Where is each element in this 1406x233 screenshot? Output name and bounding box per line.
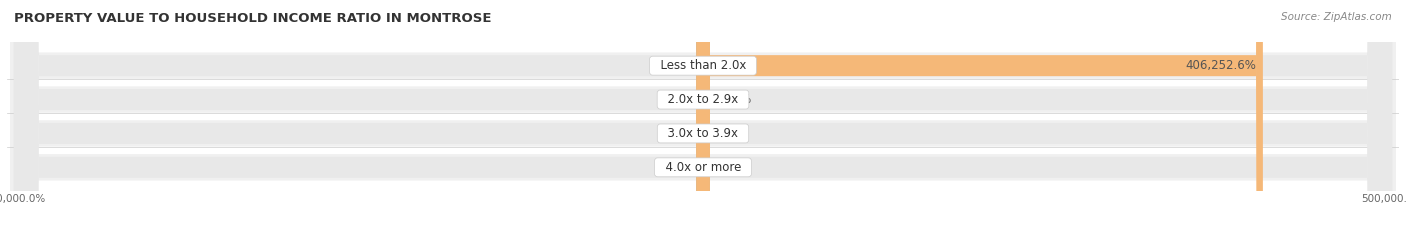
Text: 406,252.6%: 406,252.6% [1185, 59, 1256, 72]
FancyBboxPatch shape [10, 0, 1396, 233]
FancyBboxPatch shape [10, 0, 1396, 233]
FancyBboxPatch shape [14, 0, 1392, 233]
Text: 20.3%: 20.3% [662, 161, 699, 174]
FancyBboxPatch shape [696, 0, 710, 233]
FancyBboxPatch shape [696, 0, 710, 233]
Text: 5.3%: 5.3% [714, 127, 744, 140]
Text: PROPERTY VALUE TO HOUSEHOLD INCOME RATIO IN MONTROSE: PROPERTY VALUE TO HOUSEHOLD INCOME RATIO… [14, 12, 492, 25]
FancyBboxPatch shape [14, 0, 1392, 233]
FancyBboxPatch shape [703, 0, 1263, 233]
Text: Less than 2.0x: Less than 2.0x [652, 59, 754, 72]
Text: 3.0x to 3.9x: 3.0x to 3.9x [661, 127, 745, 140]
Text: 84.2%: 84.2% [714, 93, 751, 106]
Text: Source: ZipAtlas.com: Source: ZipAtlas.com [1281, 12, 1392, 22]
FancyBboxPatch shape [14, 0, 1392, 233]
FancyBboxPatch shape [10, 0, 1396, 233]
Text: 0.0%: 0.0% [714, 161, 744, 174]
FancyBboxPatch shape [696, 0, 710, 233]
FancyBboxPatch shape [14, 0, 1392, 233]
Text: 17.6%: 17.6% [661, 93, 699, 106]
FancyBboxPatch shape [10, 0, 1396, 233]
FancyBboxPatch shape [696, 0, 710, 233]
Text: 4.0x or more: 4.0x or more [658, 161, 748, 174]
Text: 48.7%: 48.7% [662, 59, 699, 72]
FancyBboxPatch shape [696, 0, 710, 233]
Text: 8.1%: 8.1% [669, 127, 699, 140]
Text: 2.0x to 2.9x: 2.0x to 2.9x [661, 93, 745, 106]
FancyBboxPatch shape [696, 0, 710, 233]
